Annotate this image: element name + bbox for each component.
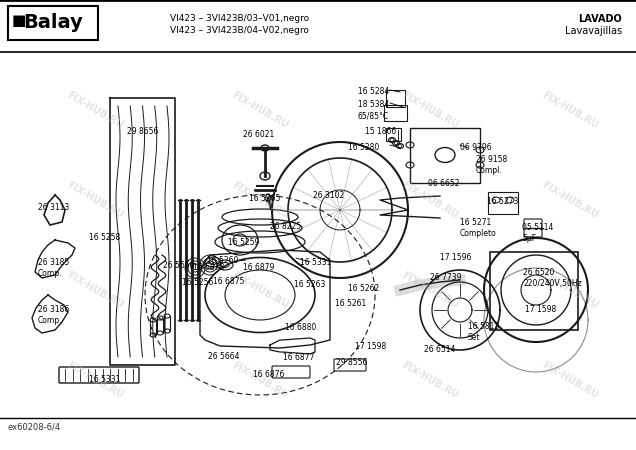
Text: FIX-HUB.RU: FIX-HUB.RU: [540, 360, 600, 400]
Text: FIX-HUB.RU: FIX-HUB.RU: [230, 270, 290, 310]
Text: 16 5260—: 16 5260—: [207, 256, 246, 265]
Ellipse shape: [157, 331, 163, 335]
Text: 26 6021: 26 6021: [243, 130, 274, 139]
Text: VI423 – 3VI423B/04–V02,negro: VI423 – 3VI423B/04–V02,negro: [170, 26, 309, 35]
Text: 16 6878: 16 6878: [193, 263, 225, 272]
Text: 16 5813
Set: 16 5813 Set: [468, 322, 499, 342]
Text: FIX-HUB.RU: FIX-HUB.RU: [65, 180, 125, 220]
Text: ex60208-6/4: ex60208-6/4: [8, 423, 61, 432]
Text: 16 5331: 16 5331: [89, 375, 120, 384]
Text: 16 5259: 16 5259: [228, 238, 259, 247]
Text: FIX-HUB.RU: FIX-HUB.RU: [400, 270, 460, 310]
Text: FIX-HUB.RU: FIX-HUB.RU: [230, 180, 290, 220]
Text: FIX-HUB.RU: FIX-HUB.RU: [400, 180, 460, 220]
Text: 16 6875: 16 6875: [213, 277, 244, 286]
Text: 16 5280: 16 5280: [348, 143, 379, 152]
Ellipse shape: [164, 329, 170, 333]
Text: 06 6652: 06 6652: [428, 179, 459, 188]
Text: 16 5258: 16 5258: [89, 233, 120, 242]
Text: 29 8556: 29 8556: [336, 358, 368, 367]
Text: 16 5265: 16 5265: [249, 194, 280, 203]
Text: 05 5114
5μF: 05 5114 5μF: [522, 223, 553, 243]
Text: 26 8225: 26 8225: [270, 222, 301, 231]
FancyBboxPatch shape: [8, 6, 98, 40]
Text: FIX-HUB.RU: FIX-HUB.RU: [65, 270, 125, 310]
Text: 26 3102: 26 3102: [313, 191, 344, 200]
Ellipse shape: [157, 316, 163, 320]
Text: 16 5284: 16 5284: [358, 87, 389, 96]
Text: 26 7739: 26 7739: [430, 273, 462, 282]
Text: 16 5263: 16 5263: [294, 280, 326, 289]
Text: FIX-HUB.RU: FIX-HUB.RU: [540, 270, 600, 310]
Text: LAVADO: LAVADO: [578, 14, 622, 24]
Ellipse shape: [164, 314, 170, 318]
Text: FIX-HUB.RU: FIX-HUB.RU: [400, 90, 460, 130]
Text: VI423 – 3VI423B/03–V01,negro: VI423 – 3VI423B/03–V01,negro: [170, 14, 309, 23]
Text: 17 1596: 17 1596: [440, 253, 471, 262]
Text: 16 5271
Completo: 16 5271 Completo: [460, 218, 497, 238]
Ellipse shape: [261, 145, 269, 151]
Text: FIX-HUB.RU: FIX-HUB.RU: [400, 360, 460, 400]
Text: 16 5261: 16 5261: [335, 299, 366, 308]
Text: 26 6520
220/240V,50Hz: 26 6520 220/240V,50Hz: [523, 268, 582, 288]
Text: 06 9796: 06 9796: [460, 143, 492, 152]
Text: 26 9158
Compl.: 26 9158 Compl.: [476, 155, 508, 175]
Text: 16 6879: 16 6879: [243, 263, 274, 272]
Text: 16 6877: 16 6877: [283, 353, 314, 362]
Text: 26 6514: 26 6514: [424, 345, 455, 354]
Ellipse shape: [260, 172, 270, 180]
Text: FIX-HUB.RU: FIX-HUB.RU: [540, 90, 600, 130]
Text: 26 3186
Comp.: 26 3186 Comp.: [38, 305, 69, 325]
Ellipse shape: [265, 194, 270, 202]
Text: 17 1598: 17 1598: [355, 342, 386, 351]
Text: 17 1598: 17 1598: [525, 305, 556, 314]
Text: 26 5666: 26 5666: [163, 261, 195, 270]
Text: ■: ■: [12, 13, 26, 28]
Text: FIX-HUB.RU: FIX-HUB.RU: [65, 90, 125, 130]
Text: 26 3185
Comp.: 26 3185 Comp.: [38, 258, 69, 278]
Text: Lavavajillas: Lavavajillas: [565, 26, 622, 36]
Text: 26 3113: 26 3113: [38, 203, 69, 212]
Text: FIX-HUB.RU: FIX-HUB.RU: [540, 180, 600, 220]
Text: 16 5331: 16 5331: [300, 258, 331, 267]
Text: 18 5384
65/85°C: 18 5384 65/85°C: [358, 100, 389, 120]
Text: Balay: Balay: [23, 13, 83, 32]
Text: 16 5256: 16 5256: [182, 278, 213, 287]
Text: 16 5262: 16 5262: [348, 284, 379, 293]
Text: FIX-HUB.RU: FIX-HUB.RU: [65, 360, 125, 400]
Text: 16 6880: 16 6880: [285, 323, 316, 332]
Text: 29 8656: 29 8656: [127, 127, 158, 136]
Text: 16 5273: 16 5273: [487, 197, 518, 206]
Text: 26 5664: 26 5664: [208, 352, 240, 361]
Ellipse shape: [150, 318, 156, 322]
Text: FIX-HUB.RU: FIX-HUB.RU: [230, 90, 290, 130]
Text: 15 1866: 15 1866: [365, 127, 396, 136]
Text: FIX-HUB.RU: FIX-HUB.RU: [230, 360, 290, 400]
Text: 16 6876: 16 6876: [253, 370, 284, 379]
Ellipse shape: [150, 333, 156, 337]
